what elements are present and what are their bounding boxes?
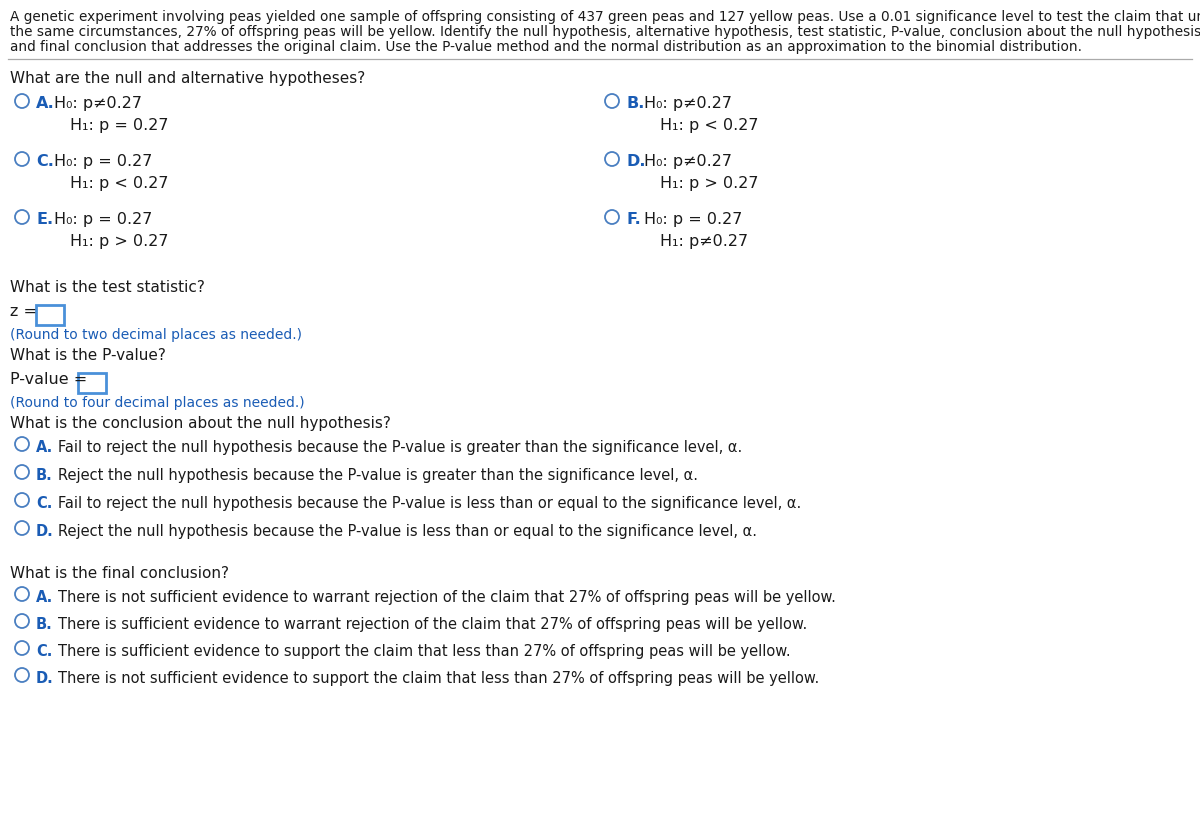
Text: A genetic experiment involving peas yielded one sample of offspring consisting o: A genetic experiment involving peas yiel… [10,10,1200,24]
FancyBboxPatch shape [36,305,64,325]
Text: and final conclusion that addresses the original claim. Use the P-value method a: and final conclusion that addresses the … [10,40,1082,54]
Text: B.: B. [36,468,53,483]
Text: H₀: p = 0.27: H₀: p = 0.27 [644,212,743,227]
Text: There is not sufficient evidence to support the claim that less than 27% of offs: There is not sufficient evidence to supp… [58,671,820,686]
Text: B.: B. [36,617,53,632]
Text: D.: D. [36,524,54,539]
Text: H₀: p≠0.27: H₀: p≠0.27 [644,96,732,111]
Text: H₁: p≠0.27: H₁: p≠0.27 [660,234,748,249]
Text: Fail to reject the null hypothesis because the P-value is less than or equal to : Fail to reject the null hypothesis becau… [58,496,802,511]
Text: (Round to four decimal places as needed.): (Round to four decimal places as needed.… [10,396,305,410]
Text: C.: C. [36,496,53,511]
Text: D.: D. [626,154,646,169]
Text: H₁: p > 0.27: H₁: p > 0.27 [660,176,758,191]
Text: What are the null and alternative hypotheses?: What are the null and alternative hypoth… [10,71,365,86]
Text: H₁: p = 0.27: H₁: p = 0.27 [70,118,168,133]
Text: H₁: p > 0.27: H₁: p > 0.27 [70,234,168,249]
Text: the same circumstances, 27% of offspring peas will be yellow. Identify the null : the same circumstances, 27% of offspring… [10,25,1200,39]
Text: C.: C. [36,644,53,659]
Text: What is the conclusion about the null hypothesis?: What is the conclusion about the null hy… [10,416,391,431]
Text: Reject the null hypothesis because the P-value is greater than the significance : Reject the null hypothesis because the P… [58,468,698,483]
Text: H₀: p≠0.27: H₀: p≠0.27 [644,154,732,169]
Text: There is sufficient evidence to warrant rejection of the claim that 27% of offsp: There is sufficient evidence to warrant … [58,617,808,632]
FancyBboxPatch shape [78,373,106,393]
Text: D.: D. [36,671,54,686]
Text: H₀: p = 0.27: H₀: p = 0.27 [54,212,152,227]
Text: P-value =: P-value = [10,372,92,387]
Text: H₁: p < 0.27: H₁: p < 0.27 [70,176,168,191]
Text: (Round to two decimal places as needed.): (Round to two decimal places as needed.) [10,328,302,342]
Text: H₁: p < 0.27: H₁: p < 0.27 [660,118,758,133]
Text: A.: A. [36,440,53,455]
Text: What is the final conclusion?: What is the final conclusion? [10,566,229,581]
Text: F.: F. [626,212,641,227]
Text: E.: E. [36,212,53,227]
Text: A.: A. [36,590,53,605]
Text: Fail to reject the null hypothesis because the P-value is greater than the signi: Fail to reject the null hypothesis becau… [58,440,743,455]
Text: B.: B. [626,96,644,111]
Text: What is the test statistic?: What is the test statistic? [10,280,205,295]
Text: Reject the null hypothesis because the P-value is less than or equal to the sign: Reject the null hypothesis because the P… [58,524,757,539]
Text: C.: C. [36,154,54,169]
Text: H₀: p≠0.27: H₀: p≠0.27 [54,96,142,111]
Text: There is not sufficient evidence to warrant rejection of the claim that 27% of o: There is not sufficient evidence to warr… [58,590,836,605]
Text: H₀: p = 0.27: H₀: p = 0.27 [54,154,152,169]
Text: A.: A. [36,96,55,111]
Text: z =: z = [10,304,42,319]
Text: What is the P-value?: What is the P-value? [10,348,166,363]
Text: There is sufficient evidence to support the claim that less than 27% of offsprin: There is sufficient evidence to support … [58,644,791,659]
